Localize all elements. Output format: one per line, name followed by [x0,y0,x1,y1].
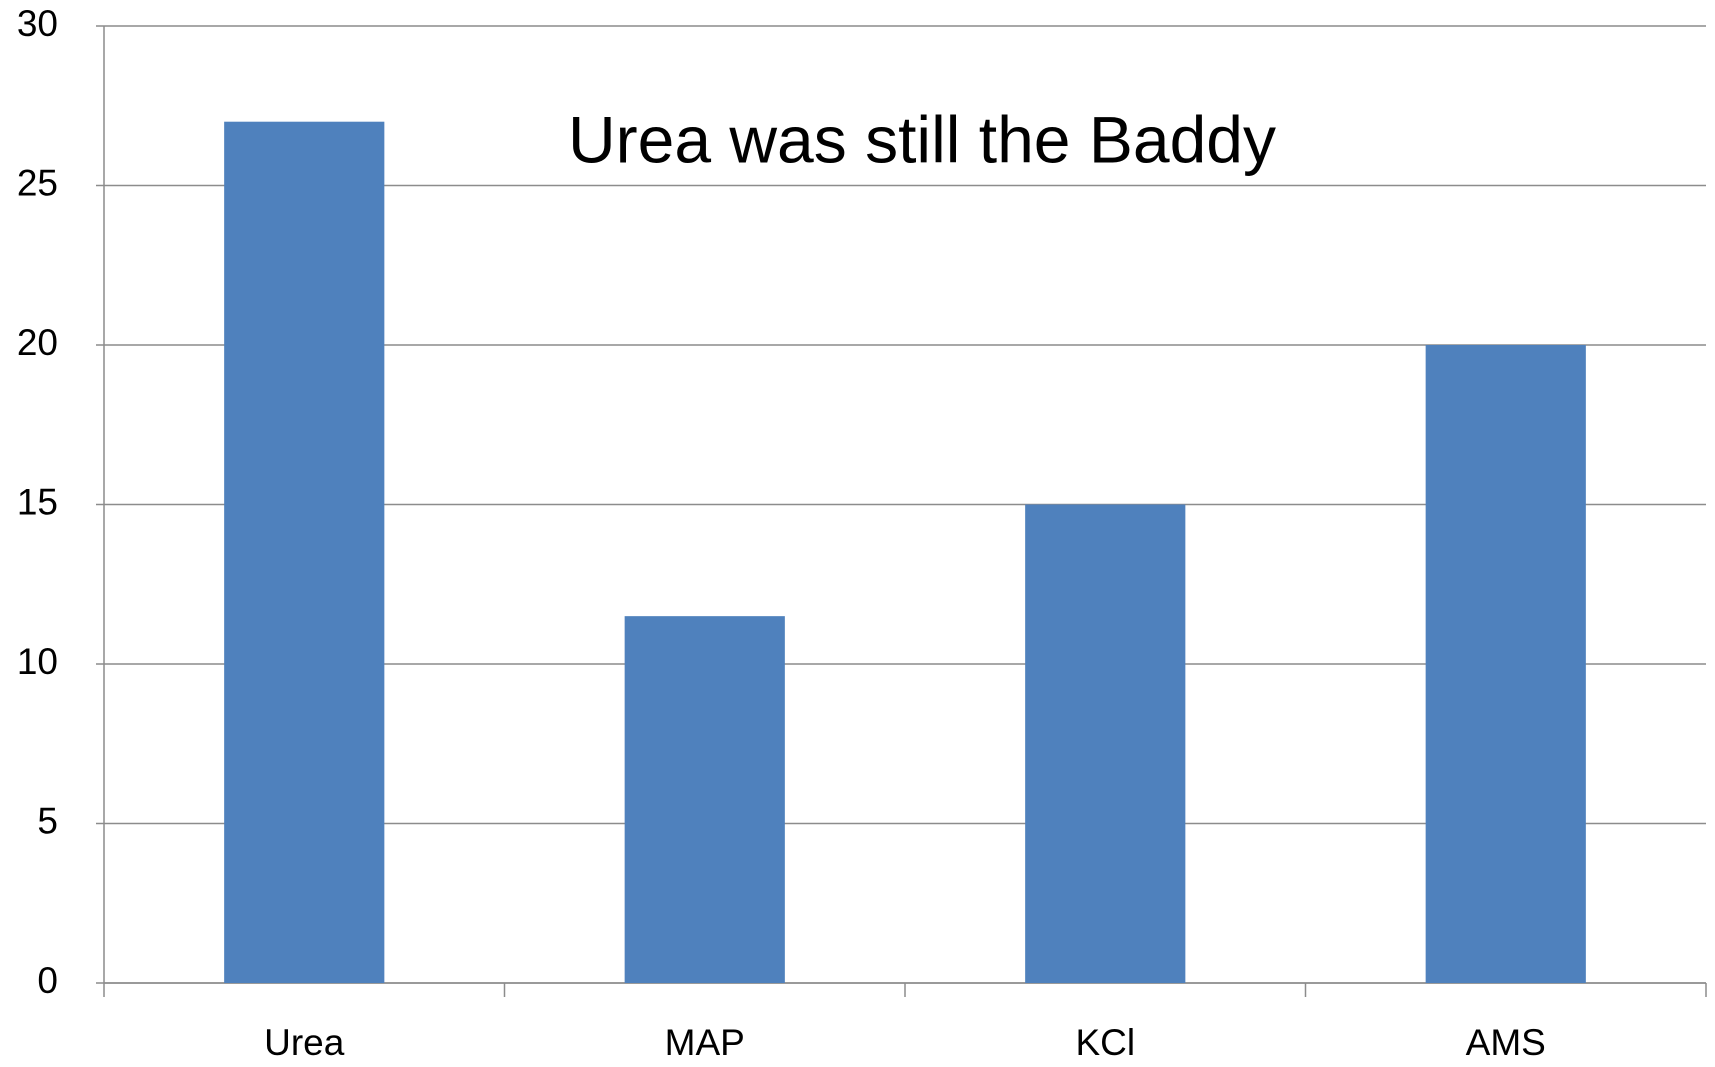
bar [624,616,785,983]
x-tick-label: KCl [1075,1022,1135,1063]
y-tick-label: 15 [17,481,58,522]
chart-title: Urea was still the Baddy [568,102,1276,176]
y-tick-label: 10 [17,641,58,682]
x-tick-label: MAP [665,1022,745,1063]
x-tick-label: AMS [1466,1022,1546,1063]
y-tick-label: 20 [17,322,58,363]
y-tick-label: 5 [37,800,58,841]
y-tick-label: 0 [37,960,58,1001]
bar [224,121,385,983]
bar [1425,345,1586,983]
y-tick-label: 30 [17,3,58,44]
x-tick-label: Urea [264,1022,345,1063]
bar [1025,504,1186,983]
y-tick-label: 25 [17,162,58,203]
